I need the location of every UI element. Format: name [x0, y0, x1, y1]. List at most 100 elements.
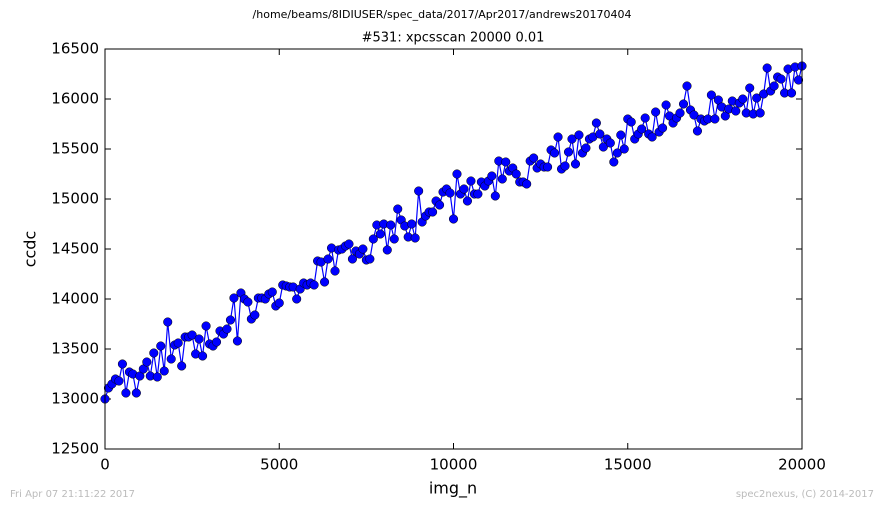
marker: [365, 254, 375, 264]
marker: [619, 144, 629, 154]
marker: [166, 354, 176, 364]
marker: [640, 113, 650, 123]
marker: [466, 176, 476, 186]
marker: [487, 171, 497, 181]
marker: [173, 338, 183, 348]
y-tick-label: 13500: [51, 340, 99, 358]
marker: [605, 138, 615, 148]
marker: [201, 321, 211, 331]
y-tick-label: 13000: [51, 390, 99, 408]
marker: [581, 143, 591, 153]
marker: [159, 366, 169, 376]
marker: [274, 298, 284, 308]
marker: [591, 118, 601, 128]
marker: [330, 266, 340, 276]
marker: [689, 110, 699, 120]
marker: [198, 351, 208, 361]
marker: [309, 280, 319, 290]
marker: [651, 107, 661, 117]
marker: [678, 99, 689, 109]
marker: [250, 310, 260, 320]
marker: [187, 330, 197, 340]
marker: [347, 254, 357, 264]
marker: [755, 108, 765, 118]
marker: [560, 161, 570, 171]
marker: [149, 348, 159, 358]
marker: [163, 317, 173, 327]
marker: [121, 388, 131, 398]
x-tick-label: 0: [100, 456, 110, 474]
marker: [292, 294, 302, 304]
x-tick-label: 15000: [604, 456, 652, 474]
marker: [142, 357, 152, 367]
marker: [647, 132, 657, 142]
marker: [731, 106, 741, 116]
marker: [490, 191, 500, 201]
marker: [675, 108, 685, 118]
marker: [658, 123, 668, 133]
marker: [661, 100, 671, 110]
marker: [194, 334, 204, 344]
marker: [323, 254, 333, 264]
marker: [637, 124, 647, 134]
marker: [211, 337, 222, 347]
marker: [459, 184, 469, 194]
chart-title: #531: xpcsscan 20000 0.01: [362, 31, 545, 46]
marker: [595, 129, 605, 139]
marker: [609, 157, 619, 167]
marker: [243, 297, 253, 307]
x-tick-label: 10000: [430, 456, 478, 474]
marker: [358, 244, 368, 254]
marker: [414, 186, 424, 196]
marker: [567, 134, 577, 144]
y-tick-label: 15000: [51, 190, 99, 208]
marker: [682, 81, 692, 91]
marker: [382, 245, 392, 255]
marker: [225, 315, 236, 325]
marker: [497, 174, 507, 184]
marker: [692, 126, 703, 136]
marker: [368, 234, 378, 244]
marker: [574, 130, 584, 140]
suptitle: /home/beams/8IDIUSER/spec_data/2017/Apr2…: [253, 8, 632, 21]
marker: [522, 179, 532, 189]
marker: [410, 233, 420, 243]
marker: [570, 159, 581, 169]
marker: [616, 130, 626, 140]
marker: [177, 361, 187, 371]
marker: [131, 388, 141, 398]
marker: [320, 277, 330, 287]
marker: [222, 324, 232, 334]
marker: [156, 341, 166, 351]
y-tick-label: 16000: [51, 90, 99, 108]
marker: [232, 336, 242, 346]
footer-left: Fri Apr 07 21:11:22 2017: [10, 489, 135, 500]
y-tick-label: 12500: [51, 440, 99, 458]
marker: [543, 162, 553, 172]
marker: [738, 94, 748, 104]
marker: [769, 81, 779, 91]
marker: [117, 359, 127, 369]
marker: [626, 117, 636, 127]
y-axis-label: ccdc: [21, 231, 40, 268]
marker: [445, 188, 455, 198]
marker: [386, 220, 396, 230]
marker: [612, 148, 622, 158]
x-tick-label: 20000: [778, 456, 826, 474]
x-tick-label: 5000: [260, 456, 298, 474]
y-tick-label: 15500: [51, 140, 99, 158]
marker: [393, 204, 403, 214]
marker: [762, 63, 772, 73]
marker: [563, 147, 574, 157]
x-axis-label: img_n: [429, 479, 477, 499]
marker: [710, 114, 720, 124]
marker: [553, 132, 563, 142]
marker: [550, 148, 560, 158]
y-tick-label: 14000: [51, 290, 99, 308]
marker: [511, 169, 521, 179]
marker: [114, 376, 124, 386]
marker: [793, 75, 804, 85]
